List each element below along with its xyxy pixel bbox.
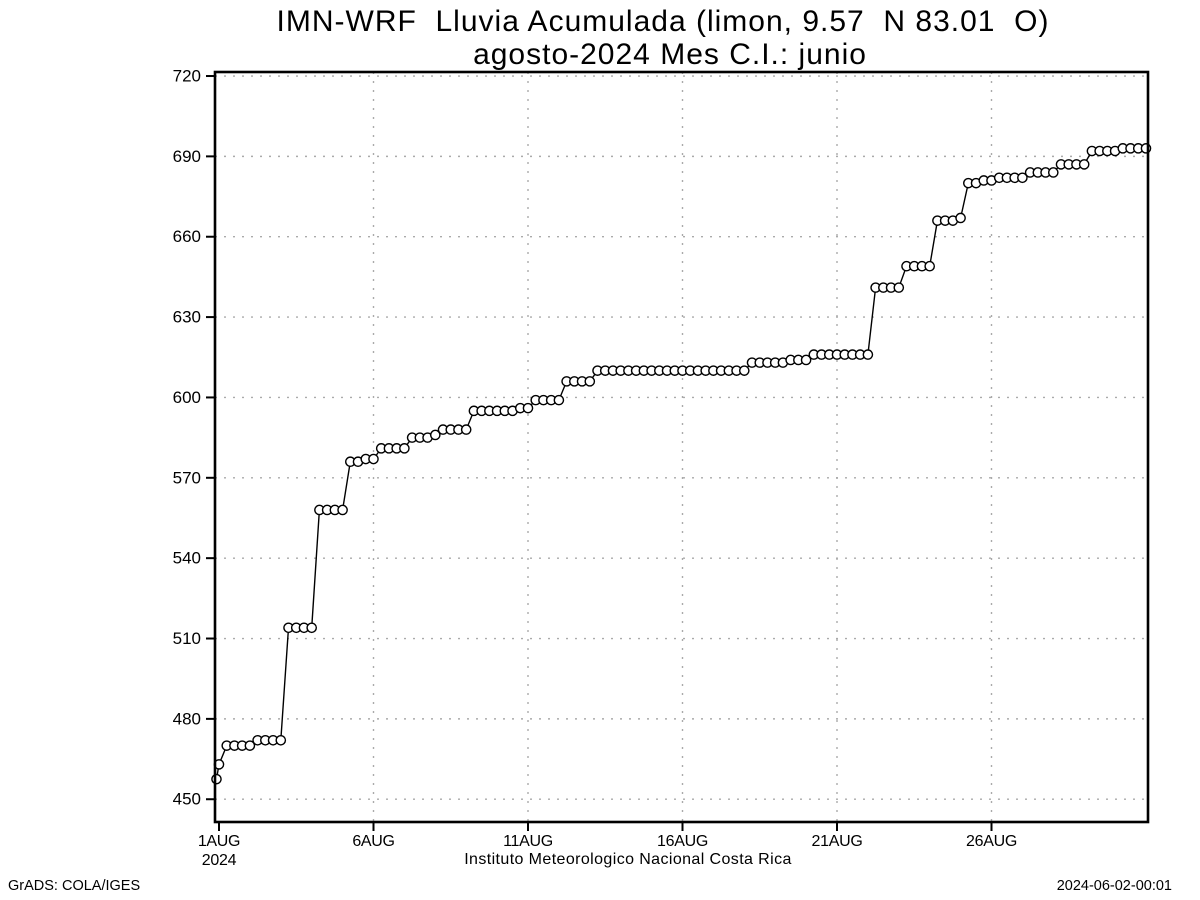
- data-point-marker: [337, 504, 348, 516]
- chart-title: IMN-WRF Lluvia Acumulada (limon, 9.57 N …: [276, 5, 1050, 38]
- data-point-marker: [739, 365, 750, 376]
- y-tick-label: 570: [173, 468, 201, 487]
- x-tick-label: 26AUG: [966, 833, 1017, 850]
- data-point-marker: [893, 282, 905, 293]
- data-point-marker: [924, 260, 936, 272]
- data-point-marker: [211, 773, 222, 785]
- data-point-marker: [553, 394, 565, 406]
- y-tick-label: 630: [173, 308, 201, 327]
- plot-box: [213, 70, 1150, 824]
- data-point-marker: [862, 349, 874, 360]
- data-point-marker: [955, 212, 966, 224]
- x-tick-label: 11AUG: [503, 833, 553, 850]
- data-point-marker: [306, 622, 318, 634]
- data-point-marker: [522, 402, 534, 414]
- x-axis-caption: Instituto Meteorologico Nacional Costa R…: [464, 851, 792, 868]
- data-point-marker: [1048, 167, 1059, 178]
- x-tick-label: 6AUG: [352, 833, 394, 850]
- data-point-marker: [1078, 159, 1090, 170]
- data-point-marker: [244, 740, 256, 751]
- data-point-marker: [368, 453, 379, 465]
- data-point-marker: [429, 429, 441, 441]
- x-tick-label: 1AUG: [198, 833, 240, 850]
- y-tick-label: 600: [173, 388, 201, 407]
- y-tick-label: 450: [173, 790, 201, 809]
- y-tick-label: 660: [173, 227, 201, 246]
- y-tick-label: 510: [173, 629, 201, 648]
- y-tick-label: 540: [173, 549, 201, 568]
- x-tick-label: 16AUG: [657, 833, 708, 850]
- data-point-marker: [800, 354, 812, 366]
- data-point-marker: [584, 376, 596, 387]
- chart-subtitle: agosto-2024 Mes C.I.: junio: [473, 38, 867, 71]
- y-tick-label: 720: [173, 67, 201, 86]
- data-point-marker: [460, 424, 472, 435]
- y-tick-label: 480: [173, 709, 201, 728]
- y-tick-label: 690: [173, 147, 201, 166]
- data-point-marker: [1017, 172, 1028, 184]
- data-point-marker: [275, 735, 287, 746]
- grads-credit: GrADS: COLA/IGES: [8, 878, 141, 894]
- x-axis-year-label: 2024: [202, 852, 237, 869]
- x-tick-label: 21AUG: [812, 833, 863, 850]
- data-point-marker: [399, 443, 410, 454]
- render-timestamp: 2024-06-02-00:01: [1056, 878, 1172, 894]
